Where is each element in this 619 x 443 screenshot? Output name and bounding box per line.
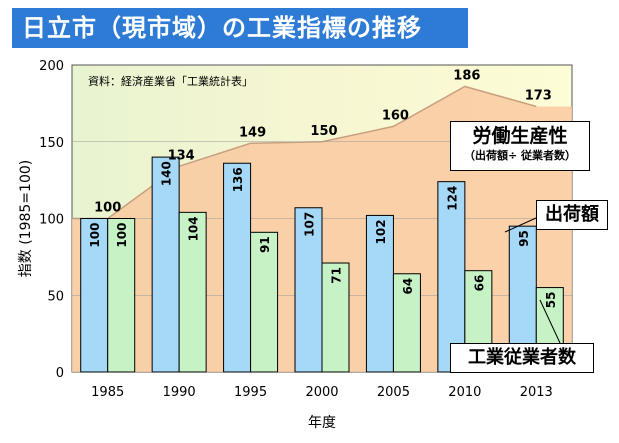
shipments-value-label: 100 <box>88 223 102 248</box>
chart-title: 日立市（現市域）の工業指標の推移 <box>12 8 468 48</box>
shipments-value-label: 102 <box>374 219 388 244</box>
shipments-value-label: 140 <box>160 161 174 186</box>
shipments-value-label: 136 <box>231 167 245 192</box>
employees-value-label: 55 <box>544 292 558 309</box>
employees-leader <box>539 299 561 344</box>
x-tick-label: 1995 <box>234 385 267 400</box>
employees-value-label: 66 <box>472 275 486 292</box>
employees-value-label: 64 <box>401 278 415 295</box>
productivity-value-label: 100 <box>94 201 121 216</box>
employees-value-label: 100 <box>115 223 129 248</box>
productivity-sublabel: （出荷額÷ 従業者数） <box>463 149 577 162</box>
productivity-label: 労働生産性 <box>472 125 568 147</box>
shipments-bar <box>223 162 252 373</box>
employees-bar <box>250 231 279 373</box>
employees-callout: 工業従業者数 <box>450 343 594 373</box>
x-tick-label: 2000 <box>305 385 338 400</box>
y-axis-label: 指数 (1985=100) <box>18 160 34 277</box>
shipments-bar <box>80 218 109 373</box>
productivity-value-label: 134 <box>168 148 195 163</box>
y-tick-label: 200 <box>39 59 64 74</box>
productivity-value-label: 150 <box>310 124 337 139</box>
x-tick-label: 2010 <box>448 385 481 400</box>
shipments-bar <box>437 181 466 373</box>
productivity-callout: 労働生産性 （出荷額÷ 従業者数） <box>450 121 590 171</box>
y-tick-label: 100 <box>39 213 64 228</box>
employees-bar <box>107 218 136 373</box>
employees-value-label: 104 <box>187 216 201 241</box>
source-note: 資料：経済産業省「工業統計表」 <box>88 74 253 88</box>
shipments-callout: 出荷額 <box>536 200 608 230</box>
x-tick-label: 1990 <box>163 385 196 400</box>
productivity-value-label: 186 <box>453 68 480 83</box>
shipments-bar <box>151 156 180 373</box>
x-tick-label: 2005 <box>377 385 410 400</box>
productivity-value-label: 173 <box>525 88 552 103</box>
y-tick-label: 150 <box>39 136 64 151</box>
x-axis-label: 年度 <box>308 415 336 431</box>
employees-value-label: 91 <box>258 236 272 253</box>
shipments-leader <box>504 217 537 233</box>
shipments-value-label: 95 <box>517 230 531 247</box>
x-tick-label: 2013 <box>520 385 553 400</box>
y-tick-label: 0 <box>56 366 64 381</box>
employees-bar <box>392 273 421 373</box>
employees-value-label: 71 <box>330 267 344 284</box>
productivity-value-label: 149 <box>239 125 266 140</box>
employees-bar <box>178 211 207 373</box>
shipments-value-label: 107 <box>303 212 317 237</box>
x-tick-label: 1985 <box>91 385 124 400</box>
shipments-value-label: 124 <box>445 186 459 211</box>
shipments-bar <box>365 214 394 373</box>
employees-bar <box>321 262 350 373</box>
y-tick-label: 50 <box>47 289 64 304</box>
productivity-line <box>72 85 537 220</box>
productivity-value-label: 160 <box>382 108 409 123</box>
